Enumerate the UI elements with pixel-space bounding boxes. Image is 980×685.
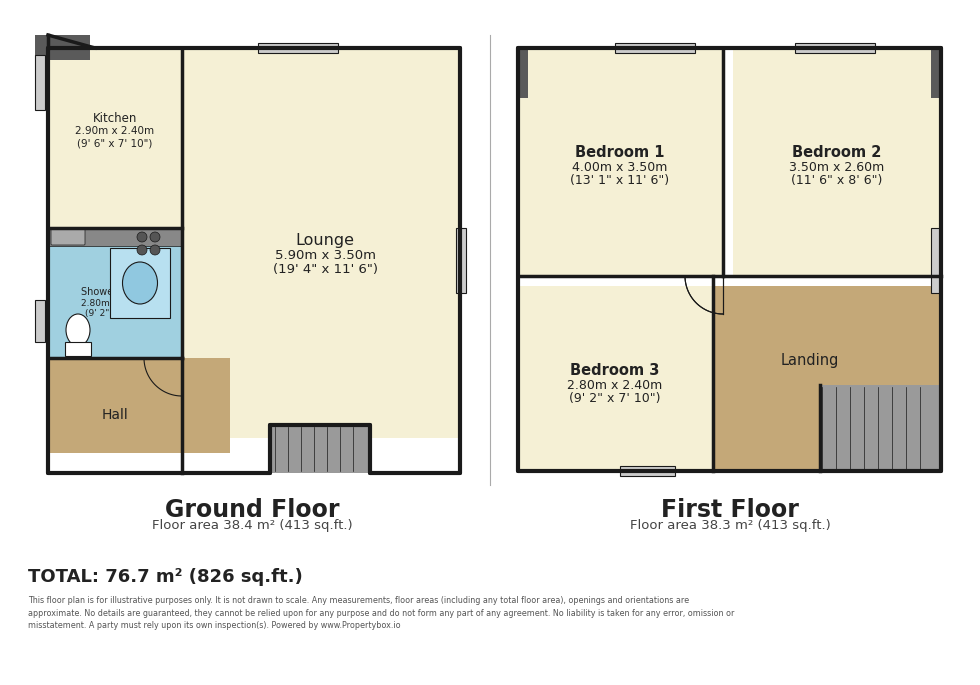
Bar: [795, 43, 875, 53]
Text: Bedroom 2: Bedroom 2: [792, 145, 882, 160]
Bar: [820, 385, 941, 471]
Text: 2.90m x 2.40m: 2.90m x 2.40m: [75, 126, 155, 136]
Text: (19' 4" x 11' 6"): (19' 4" x 11' 6"): [272, 262, 377, 275]
Circle shape: [137, 245, 147, 255]
FancyBboxPatch shape: [51, 229, 85, 245]
Bar: [733, 48, 941, 276]
Bar: [518, 48, 528, 98]
Text: First Floor: First Floor: [662, 498, 799, 522]
Bar: [48, 238, 182, 358]
Bar: [456, 228, 466, 293]
Ellipse shape: [66, 314, 90, 346]
Text: 5.90m x 3.50m: 5.90m x 3.50m: [274, 249, 375, 262]
Bar: [931, 228, 941, 293]
Bar: [65, 342, 91, 356]
Circle shape: [150, 245, 160, 255]
Circle shape: [137, 232, 147, 242]
Text: (13' 1" x 11' 6"): (13' 1" x 11' 6"): [570, 173, 669, 186]
Text: (11' 6" x 8' 6"): (11' 6" x 8' 6"): [791, 173, 883, 186]
Text: Floor area 38.4 m² (413 sq.ft.): Floor area 38.4 m² (413 sq.ft.): [152, 519, 353, 532]
Bar: [48, 358, 230, 453]
Bar: [48, 228, 182, 246]
Ellipse shape: [122, 262, 158, 304]
Circle shape: [150, 232, 160, 242]
Bar: [518, 48, 723, 276]
Text: Hall: Hall: [102, 408, 128, 422]
Text: Bedroom 3: Bedroom 3: [570, 362, 660, 377]
Text: 4.00m x 3.50m: 4.00m x 3.50m: [572, 160, 667, 173]
Bar: [258, 43, 338, 53]
Bar: [713, 286, 941, 471]
Bar: [48, 48, 182, 238]
Bar: [182, 48, 460, 438]
Bar: [931, 48, 941, 98]
Text: Landing: Landing: [781, 353, 839, 367]
Text: Kitchen: Kitchen: [93, 112, 137, 125]
Bar: [615, 43, 695, 53]
Text: 2.80m x 2.40m: 2.80m x 2.40m: [567, 379, 662, 392]
Text: 3.50m x 2.60m: 3.50m x 2.60m: [789, 160, 885, 173]
Text: (9' 2" x 5' 3"): (9' 2" x 5' 3"): [85, 308, 145, 318]
Text: Floor area 38.3 m² (413 sq.ft.): Floor area 38.3 m² (413 sq.ft.): [629, 519, 830, 532]
Text: Lounge: Lounge: [296, 232, 355, 247]
Text: This floor plan is for illustrative purposes only. It is not drawn to scale. Any: This floor plan is for illustrative purp…: [28, 596, 734, 630]
Bar: [518, 286, 713, 471]
Bar: [35, 55, 45, 110]
Text: Bedroom 1: Bedroom 1: [575, 145, 664, 160]
Bar: [620, 466, 675, 476]
Text: 2.80m x 1.60m: 2.80m x 1.60m: [80, 299, 149, 308]
Text: (9' 2" x 7' 10"): (9' 2" x 7' 10"): [569, 392, 661, 405]
Text: TOTAL: 76.7 m² (826 sq.ft.): TOTAL: 76.7 m² (826 sq.ft.): [28, 568, 303, 586]
Text: Shower Room: Shower Room: [81, 287, 149, 297]
Bar: [110, 248, 170, 318]
Bar: [270, 425, 370, 473]
Bar: [35, 35, 90, 60]
Bar: [35, 300, 45, 342]
Text: (9' 6" x 7' 10"): (9' 6" x 7' 10"): [77, 138, 153, 148]
Text: Ground Floor: Ground Floor: [165, 498, 339, 522]
